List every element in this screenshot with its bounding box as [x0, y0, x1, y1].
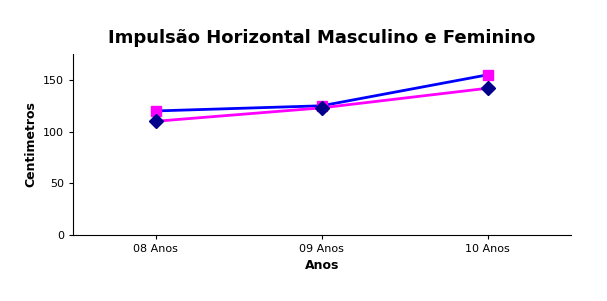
X-axis label: Anos: Anos: [305, 259, 339, 272]
Title: Impulsão Horizontal Masculino e Feminino: Impulsão Horizontal Masculino e Feminino: [108, 29, 535, 47]
Y-axis label: Centimetros: Centimetros: [24, 101, 37, 188]
